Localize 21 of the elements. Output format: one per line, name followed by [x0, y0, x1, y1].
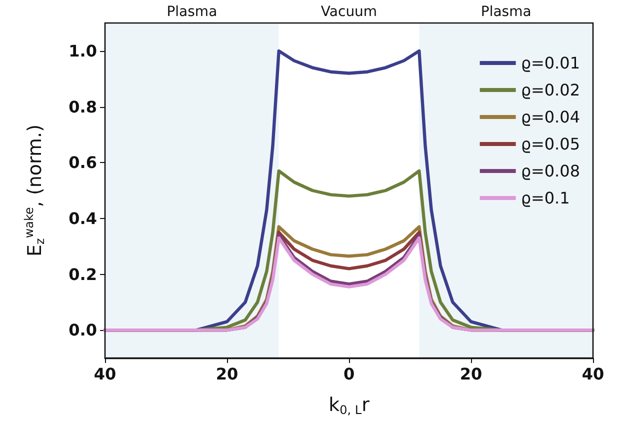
y-tick-label: 1.0 — [68, 41, 97, 60]
y-tick-label: 0.6 — [68, 153, 97, 172]
legend-label: ϱ=0.02 — [520, 80, 580, 100]
x-tick-label: 20 — [216, 364, 238, 384]
text: Vacuum — [320, 4, 378, 20]
band-label: Plasma — [480, 4, 532, 20]
legend-label: ϱ=0.05 — [520, 134, 580, 154]
x-tick-label: 40 — [94, 364, 116, 384]
y-tick-label: 0.8 — [68, 97, 97, 116]
legend-label: ϱ=0.04 — [520, 108, 580, 126]
x-tick-label: 20 — [460, 364, 482, 384]
x-tick-label: 40 — [582, 364, 604, 384]
legend-label: ϱ=0.1 — [520, 188, 570, 208]
x-tick-label: 0 — [343, 364, 355, 384]
y-axis-title: Ezwake, (norm.) — [22, 124, 47, 256]
y-tick-label: 0.4 — [68, 208, 97, 228]
y-tick-label: 0.2 — [68, 264, 97, 284]
legend-label: ϱ=0.08 — [520, 162, 580, 180]
band-label: Plasma — [166, 4, 218, 20]
legend-label: ϱ=0.01 — [520, 54, 580, 72]
y-tick-label: 0.0 — [68, 320, 97, 340]
